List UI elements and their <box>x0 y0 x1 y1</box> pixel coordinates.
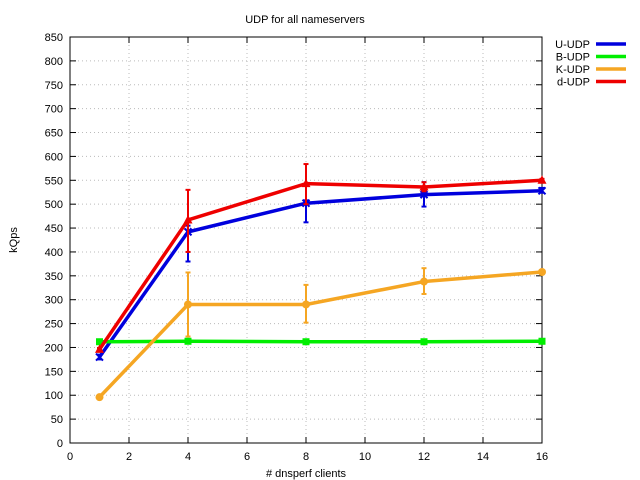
y-tick-label: 250 <box>45 319 63 331</box>
legend-label: U-UDP <box>555 39 590 51</box>
data-point <box>537 175 547 184</box>
x-tick-label: 2 <box>126 451 132 463</box>
data-point <box>537 186 547 196</box>
grid-lines <box>70 37 542 443</box>
y-tick-label: 300 <box>45 295 63 307</box>
y-tick-label: 800 <box>45 56 63 68</box>
series-d-udp <box>95 163 547 353</box>
x-tick-label: 14 <box>477 451 489 463</box>
x-tick-label: 4 <box>185 451 191 463</box>
data-point <box>302 338 310 346</box>
y-tick-label: 850 <box>45 32 63 44</box>
data-point <box>95 393 104 402</box>
y-tick-label: 0 <box>57 438 63 450</box>
series-u-udp <box>95 181 547 362</box>
y-tick-label: 100 <box>45 390 63 402</box>
x-tick-label: 10 <box>359 451 371 463</box>
data-point <box>538 268 546 277</box>
data-point <box>302 300 310 309</box>
data-point <box>301 178 311 188</box>
x-axis-label: # dnsperf clients <box>266 468 347 480</box>
y-tick-label: 750 <box>45 80 63 92</box>
series-layer <box>95 163 547 402</box>
legend-label: B-UDP <box>556 52 590 64</box>
y-tick-label: 550 <box>45 175 63 187</box>
y-tick-label: 200 <box>45 342 63 354</box>
y-tick-label: 400 <box>45 247 63 259</box>
y-tick-label: 450 <box>45 223 63 235</box>
x-tick-label: 6 <box>244 451 250 463</box>
chart-title: UDP for all nameservers <box>245 14 365 26</box>
y-tick-label: 650 <box>45 128 63 140</box>
legend-label: K-UDP <box>556 64 590 76</box>
data-point <box>538 337 546 345</box>
series-line <box>98 189 543 359</box>
y-axis-label: kQps <box>8 227 20 253</box>
data-point <box>183 214 193 224</box>
y-tick-label: 600 <box>45 151 63 163</box>
x-tick-label: 12 <box>418 451 430 463</box>
data-point <box>419 190 429 199</box>
y-tick-label: 350 <box>45 271 63 283</box>
y-tick-label: 500 <box>45 199 63 211</box>
series-k-udp <box>95 267 546 402</box>
y-axis-ticks: 0 50 100 150 200 250 300 350 400 450 500 550 600 650 7… <box>45 32 542 450</box>
y-tick-label: 50 <box>51 414 63 426</box>
x-axis-ticks: 0 2 4 6 8 10 12 14 16 <box>67 37 548 463</box>
data-point <box>184 337 192 345</box>
y-tick-label: 700 <box>45 104 63 116</box>
data-point <box>420 338 428 346</box>
data-point <box>95 352 104 362</box>
series-line <box>98 270 543 399</box>
x-tick-label: 16 <box>536 451 548 463</box>
data-point <box>184 300 192 309</box>
data-point <box>420 277 428 286</box>
y-tick-label: 150 <box>45 366 63 378</box>
legend-label: d-UDP <box>557 77 590 89</box>
x-tick-label: 8 <box>303 451 309 463</box>
data-point <box>95 344 104 353</box>
x-tick-label: 0 <box>67 451 73 463</box>
data-point <box>419 181 429 191</box>
series-b-udp <box>96 337 546 346</box>
data-point <box>96 338 103 346</box>
